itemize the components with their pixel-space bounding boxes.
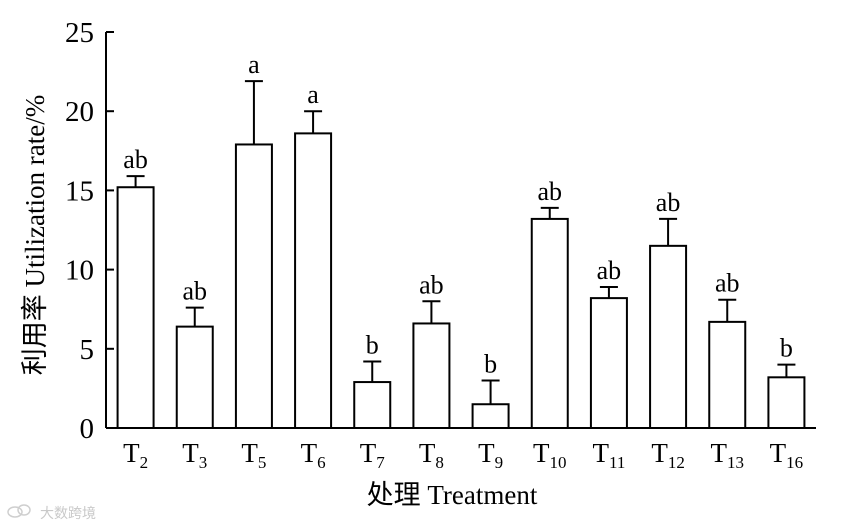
significance-label: ab [419,270,444,299]
y-tick-label: 20 [65,96,94,128]
watermark: 大数跨境 [7,504,96,522]
bar [353,381,392,429]
x-tick-label: T13 [711,438,745,472]
x-tick-label: T11 [592,438,625,472]
y-tick-label: 5 [80,334,95,366]
y-tick-label: 0 [80,413,95,445]
significance-label: ab [123,145,148,174]
bar [175,325,214,429]
x-axis-title: 处理 Treatment [367,480,538,510]
cloud-logo-icon [7,504,31,518]
bar [767,376,806,430]
significance-label: b [366,330,379,359]
y-tick-label: 25 [65,17,94,49]
x-tick-label: T8 [419,438,444,472]
significance-label: ab [537,177,562,206]
bars [116,132,806,430]
significance-label: ab [656,188,681,217]
bar [116,186,155,429]
significance-label: ab [182,277,207,306]
y-tick-label: 15 [65,175,94,207]
x-tick-labels: T2 T3 T5 T6 T7 T8 T9 T10 T11 T12 T13 T16 [123,438,803,472]
bar [471,403,510,429]
watermark-text: 大数跨境 [40,506,96,522]
significance-label: b [484,349,497,378]
significance-label: ab [597,256,622,285]
bar [412,322,451,429]
x-tick-label: T3 [182,438,207,472]
bar [530,217,569,429]
bar [649,244,688,429]
y-tick-labels: 0 5 10 15 20 25 [65,17,94,445]
bar [234,143,273,430]
y-axis-title: 利用率 Utilization rate/% [20,95,50,375]
x-tick-label: T12 [651,438,685,472]
x-tick-label: T2 [123,438,148,472]
y-tick-label: 10 [65,255,94,287]
x-tick-label: T6 [301,438,326,472]
bar [708,320,747,430]
bar [589,297,628,429]
error-bars [126,80,796,405]
significance-label: b [780,334,793,363]
x-tick-label: T16 [770,438,804,472]
x-tick-label: T9 [478,438,503,472]
significance-label: ab [715,269,740,298]
x-tick-label: T7 [360,438,386,472]
significance-label: a [248,50,260,79]
bar [294,132,333,429]
x-tick-label: T5 [241,438,266,472]
significance-label: a [307,80,319,109]
x-tick-label: T10 [533,438,567,472]
